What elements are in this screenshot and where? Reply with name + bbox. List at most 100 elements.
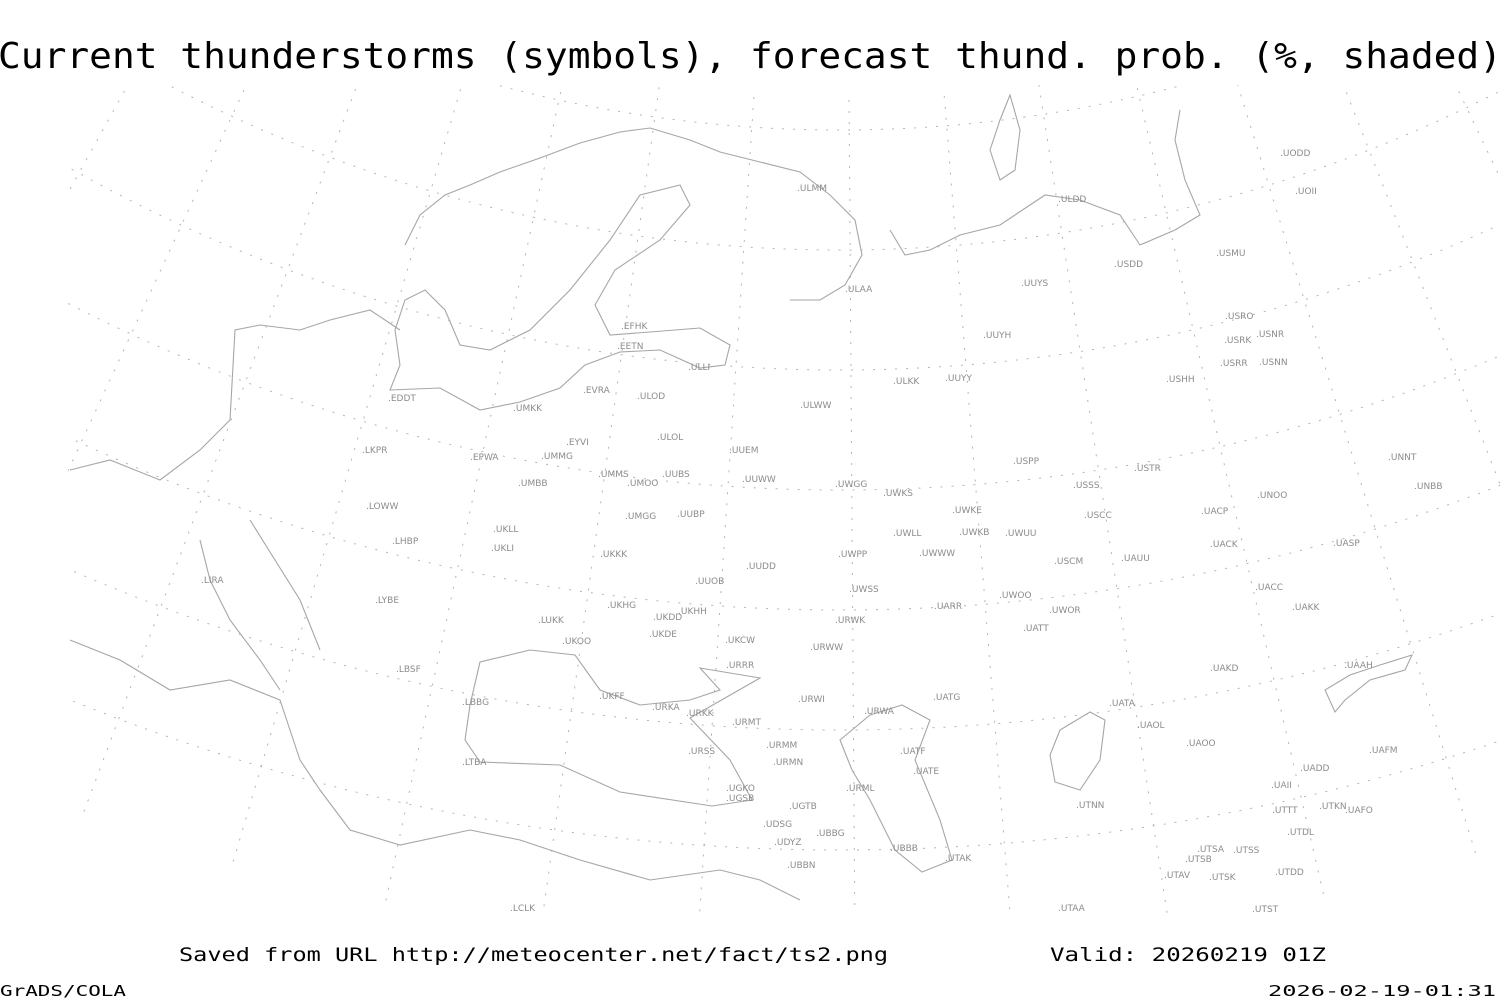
station-label: .UTSB [1185, 855, 1212, 865]
station-label: .UARR [934, 602, 962, 612]
station-label: .URML [846, 784, 874, 794]
station-label: .USCC [1084, 511, 1112, 521]
italy-coast [199, 519, 321, 691]
station-labels: .UODD .UOII .ULMM .ULDD .USDD .USMU .UUYS .ULAA… [201, 149, 1443, 915]
station-label: .UKDE [649, 630, 677, 640]
station-label: .UKFF [599, 692, 625, 702]
station-label: .UKHH [678, 607, 707, 617]
station-label: .UAII [1271, 781, 1292, 791]
station-label: .UTDD [1275, 868, 1304, 878]
station-label: .UUEM [729, 446, 759, 456]
station-label: .UWLL [893, 529, 921, 539]
station-label: .UWKE [952, 506, 982, 516]
station-label: .LCLK [510, 904, 536, 914]
station-label: .UATA [1109, 699, 1136, 709]
station-label: .URWK [835, 616, 866, 626]
station-label: .UTSA [1197, 845, 1225, 855]
novaya-zemlya-coast [989, 93, 1021, 181]
station-label: .URKA [652, 703, 680, 713]
station-label: .LTBA [462, 758, 487, 768]
baltic-coast [389, 184, 731, 411]
station-label: .UKOO [562, 637, 591, 647]
station-label: .ULKK [893, 377, 920, 387]
station-label: .EYVI [566, 438, 589, 448]
station-label: .USTR [1134, 464, 1161, 474]
station-label: .URMT [732, 718, 761, 728]
station-label: .UBBN [787, 861, 816, 871]
station-label: .USHH [1166, 375, 1195, 385]
meridian-line [232, 85, 463, 863]
station-label: .UUYS [1021, 279, 1049, 289]
meridian-line [1486, 0, 1500, 666]
station-label: .UWSS [849, 585, 879, 595]
station-label: .URWA [864, 707, 895, 717]
station-label: .USNN [1259, 358, 1288, 368]
station-label: .UAKK [1292, 603, 1321, 613]
station-label: .LOWW [366, 502, 399, 512]
station-label: .UTKN [1319, 802, 1347, 812]
station-label: .UWPP [838, 550, 868, 560]
station-label: .UADD [1300, 764, 1330, 774]
station-label: .UAAH [1344, 661, 1373, 671]
station-label: .UMGG [625, 512, 656, 522]
station-label: .UATF [900, 747, 926, 757]
station-label: .UMKK [513, 404, 543, 414]
station-label: .UAOL [1137, 721, 1165, 731]
meridian-line [68, 85, 247, 472]
station-label: .USNR [1256, 330, 1284, 340]
station-label: .UAKD [1210, 664, 1239, 674]
valid-time: Valid: 20260219 01Z [1050, 944, 1326, 966]
meridian-line [1038, 85, 1168, 913]
station-label: .UBBG [816, 829, 845, 839]
meridian-line [848, 99, 856, 913]
meridian-line [1343, 85, 1500, 486]
station-label: .UATG [933, 693, 960, 703]
station-label: .EPWA [470, 453, 499, 463]
station-label: .USCM [1054, 557, 1083, 567]
station-label: .UUYY [945, 374, 973, 384]
station-label: .EDDT [388, 394, 416, 404]
software-credit: GrADS/COLA [0, 982, 126, 1000]
station-label: .UUDD [746, 562, 776, 572]
station-label: .URMN [773, 758, 803, 768]
graticule [68, 0, 1500, 913]
western-europe-coast [69, 309, 401, 481]
station-label: .ULDD [1058, 195, 1086, 205]
meridian-line [68, 85, 129, 194]
station-label: .ULOL [657, 433, 683, 443]
station-label: .UGTB [789, 802, 817, 812]
station-label: .LKPR [362, 446, 387, 456]
station-label: .URSS [688, 747, 715, 757]
station-label: .UMMS [598, 470, 629, 480]
station-label: .UKDD [653, 613, 682, 623]
station-label: .USRO [1225, 312, 1254, 322]
meridian-line [699, 97, 755, 913]
station-label: .UATE [913, 767, 939, 777]
station-label: .ULOD [637, 392, 665, 402]
station-label: .UWKS [883, 489, 913, 499]
meridian-line [1237, 85, 1477, 854]
station-label: .UNOO [1257, 491, 1287, 501]
station-label: .UWUU [1005, 529, 1037, 539]
station-label: .UNBB [1414, 482, 1443, 492]
station-label: .UWOR [1049, 606, 1081, 616]
station-label: .LHBP [392, 537, 419, 547]
white-sea-coast [889, 109, 1201, 256]
station-label: .URKK [686, 709, 715, 719]
parallel-line [167, 85, 1500, 251]
meridian-line [542, 87, 660, 913]
station-label: .UWOO [999, 591, 1032, 601]
station-label: .UACP [1201, 507, 1229, 517]
station-label: .USPP [1013, 457, 1040, 467]
station-label: .UWWW [919, 549, 955, 559]
station-label: .EFHK [621, 322, 648, 332]
station-label: .ULWW [800, 401, 832, 411]
station-label: .UATT [1023, 624, 1049, 634]
station-label: .UAUU [1121, 554, 1150, 564]
station-label: .UKKK [600, 550, 628, 560]
black-sea-coast [464, 649, 762, 807]
station-label: .LIRA [201, 576, 224, 586]
parallel-line [68, 166, 1500, 371]
station-label: .UNNT [1388, 453, 1417, 463]
